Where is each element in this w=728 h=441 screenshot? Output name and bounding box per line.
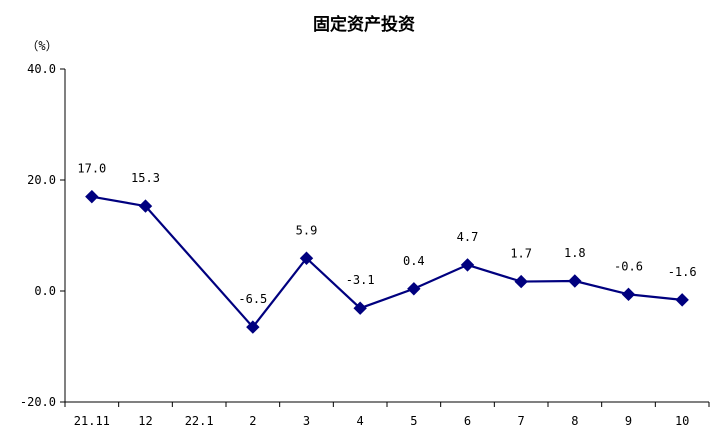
x-tick-label: 4 [357, 414, 364, 428]
y-tick-label: 0.0 [34, 284, 56, 298]
data-label: -6.5 [238, 292, 267, 306]
data-point-marker [299, 251, 314, 265]
data-point-marker [568, 274, 582, 288]
y-tick-label: -20.0 [20, 395, 56, 409]
data-label: 0.4 [403, 254, 425, 268]
data-label: 4.7 [457, 230, 479, 244]
data-point-marker [460, 258, 475, 272]
y-tick-label: 20.0 [27, 173, 56, 187]
x-tick-label: 9 [625, 414, 632, 428]
x-tick-label: 7 [518, 414, 525, 428]
data-point-marker [621, 287, 636, 302]
data-point-marker [407, 282, 421, 296]
x-tick-label: 12 [138, 414, 152, 428]
data-label: -3.1 [346, 273, 375, 287]
y-tick-label: 40.0 [27, 62, 56, 76]
x-tick-label: 5 [410, 414, 417, 428]
data-point-marker [246, 320, 260, 334]
data-label: 1.8 [564, 246, 586, 260]
data-label: 15.3 [131, 171, 160, 185]
x-tick-label: 10 [675, 414, 689, 428]
data-point-marker [675, 293, 689, 307]
data-point-marker [138, 199, 153, 213]
series-group [85, 189, 689, 334]
data-point-marker [514, 274, 528, 289]
chart-title: 固定资产投资 [313, 14, 415, 35]
x-tick-labels: 21.11 12 22.1 2 3 4 5 6 7 8 9 10 [74, 414, 690, 428]
data-label: -0.6 [614, 259, 643, 273]
y-axis-unit-label: （%） [26, 39, 57, 53]
data-label: 5.9 [296, 223, 318, 237]
axes [60, 68, 710, 407]
series-line [91, 195, 683, 329]
x-tick-label: 22.1 [185, 414, 214, 428]
data-point-marker [85, 189, 99, 204]
x-tick-label: 6 [464, 414, 471, 428]
data-point-marker [353, 301, 367, 315]
data-label: -1.6 [668, 265, 697, 279]
x-tick-label: 21.11 [74, 414, 110, 428]
data-label: 17.0 [77, 162, 106, 176]
x-tick-label: 3 [303, 414, 310, 428]
data-label: 1.7 [510, 247, 532, 261]
data-labels: 17.0 15.3 -6.5 5.9 -3.1 0.4 4.7 1.7 1.8 -0.6 -1.6 [77, 162, 696, 306]
x-tick-label: 8 [571, 414, 578, 428]
x-tick-label: 2 [249, 414, 256, 428]
y-tick-labels: 40.0 20.0 0.0 -20.0 [20, 62, 56, 409]
